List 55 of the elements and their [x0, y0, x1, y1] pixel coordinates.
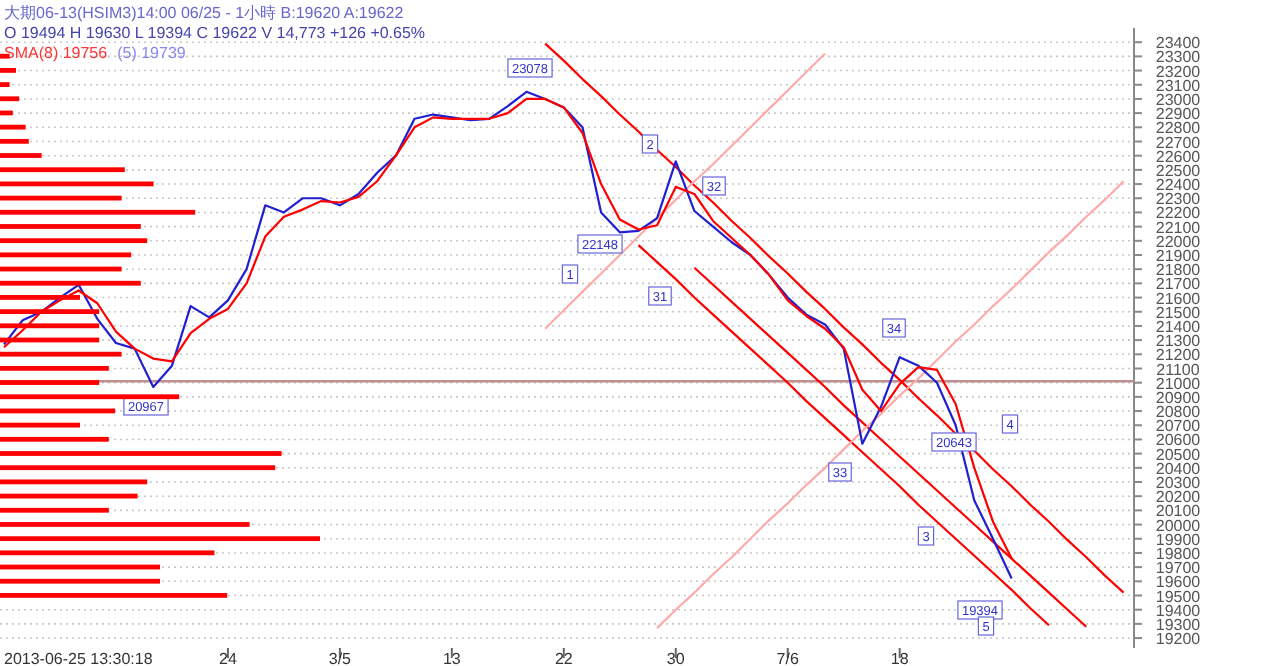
x-tick-label: 30: [666, 650, 686, 666]
chart-subtitle: O 19494 H 19630 L 19394 C 19622 V 14,773 +126 +0.65%: [4, 24, 426, 42]
y-tick-label: 21300: [1155, 332, 1202, 351]
y-tick-label: 19200: [1155, 630, 1202, 649]
y-tick-label: 22800: [1155, 119, 1202, 138]
y-tick-label: 19600: [1155, 573, 1202, 592]
y-tick-label: 19400: [1155, 601, 1202, 620]
y-tick-label: 21700: [1155, 275, 1202, 294]
y-tick-label: 22200: [1155, 204, 1202, 223]
x-tick-label: 7/6: [776, 650, 800, 666]
y-tick-label: 19500: [1155, 587, 1202, 606]
y-tick-label: 21900: [1155, 247, 1202, 265]
x-tick-label: 13: [442, 650, 462, 666]
y-tick-label: 21400: [1155, 317, 1202, 336]
y-tick-label: 23000: [1155, 90, 1202, 109]
y-tick-label: 22500: [1155, 161, 1202, 180]
y-tick-label: 20800: [1155, 403, 1202, 422]
annotation: (5) 19739: [117, 44, 187, 62]
y-tick-label: 22000: [1155, 232, 1202, 251]
y-tick-label: 23300: [1155, 48, 1202, 67]
y-tick-label: 21800: [1155, 261, 1202, 280]
y-tick-label: 20900: [1155, 388, 1202, 407]
chart-title: 大期06-13(HSIM3)14:00 06/25 - 1小時 B:19620 A:19622: [4, 4, 405, 22]
x-tick-label: 24: [219, 650, 238, 666]
y-tick-label: 19800: [1155, 544, 1202, 563]
y-tick-label: 19700: [1155, 559, 1202, 578]
y-tick-label: 21600: [1155, 289, 1202, 308]
y-tick-label: 20200: [1155, 488, 1202, 507]
text: 2013-06-25 13:30:18: [4, 650, 154, 666]
x-tick-label: 3/5: [328, 650, 353, 666]
y-tick-label: 22100: [1155, 218, 1202, 237]
y-tick-label: 19900: [1155, 530, 1202, 549]
y-tick-label: 22300: [1155, 190, 1202, 209]
y-tick-label: 20100: [1155, 502, 1202, 521]
y-tick-label: 20400: [1155, 459, 1202, 478]
y-tick-label: 20300: [1155, 474, 1202, 492]
y-tick-label: 23200: [1155, 62, 1202, 81]
y-tick-label: 22600: [1155, 147, 1202, 166]
y-tick-label: 21200: [1155, 346, 1202, 365]
y-tick-label: 21500: [1155, 303, 1202, 322]
y-tick-label: 22900: [1155, 105, 1202, 124]
y-tick-label: 23100: [1155, 76, 1202, 95]
y-tick-label: 21100: [1156, 360, 1201, 379]
y-tick-label: 20000: [1155, 516, 1202, 535]
y-tick-label: 19300: [1155, 615, 1202, 634]
annotation: SMA(8) 19756: [4, 44, 109, 62]
y-tick-label: 23400: [1155, 34, 1202, 53]
y-tick-label: 20500: [1155, 445, 1202, 464]
y-tick-label: 21000: [1155, 374, 1202, 393]
x-tick-label: 18: [890, 650, 910, 666]
y-tick-label: 22700: [1155, 133, 1202, 152]
y-tick-label: 20600: [1155, 431, 1202, 450]
x-tick-label: 22: [554, 650, 574, 666]
y-tick-label: 22400: [1155, 176, 1202, 195]
y-tick-label: 20700: [1155, 417, 1202, 436]
